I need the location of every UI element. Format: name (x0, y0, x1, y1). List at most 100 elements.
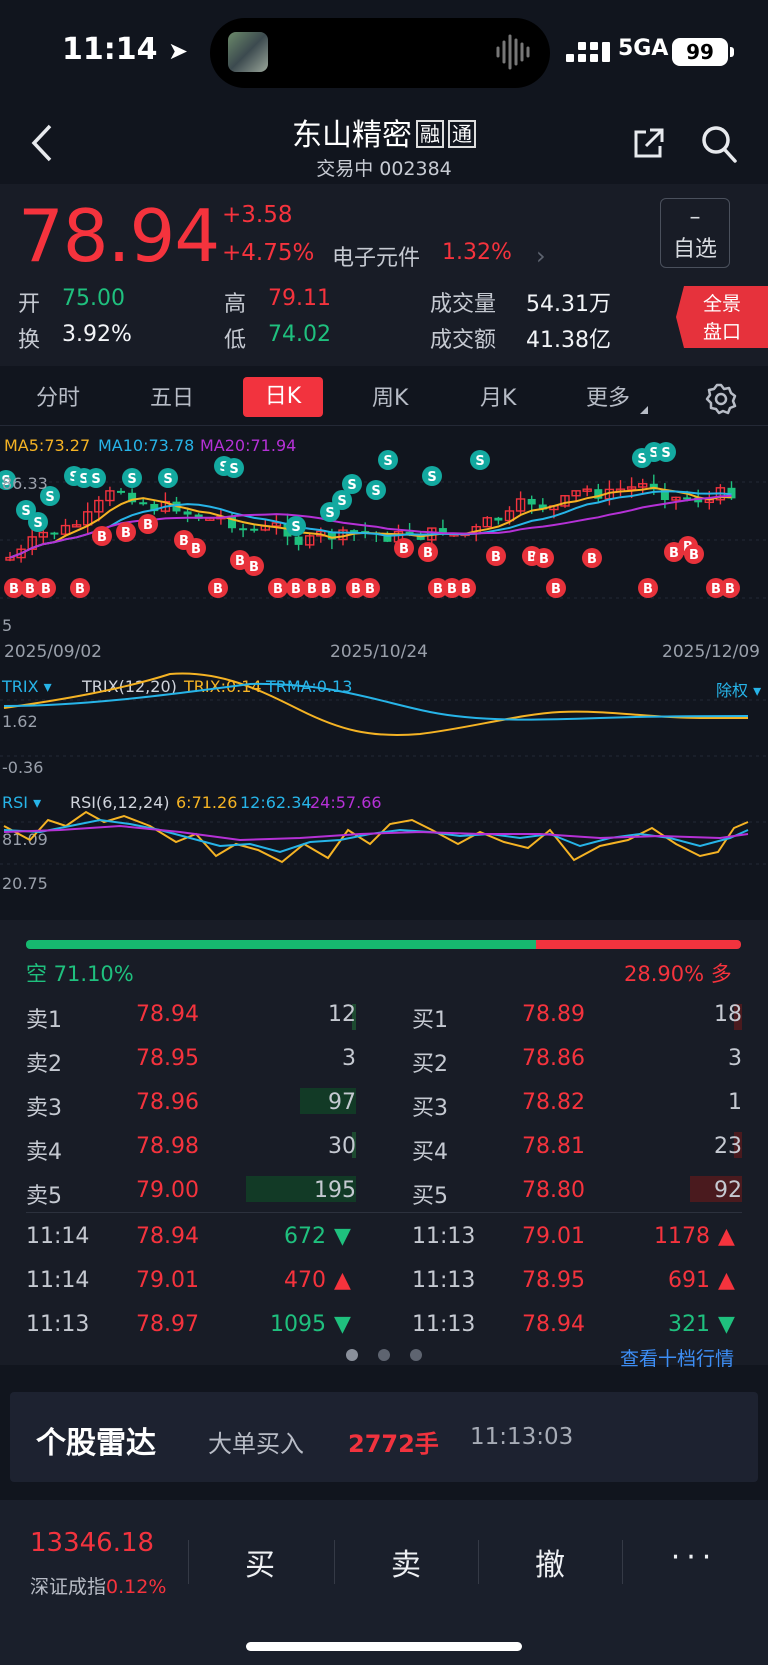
share-icon[interactable] (630, 126, 666, 162)
buy-button[interactable]: 买 (245, 1548, 275, 1583)
low-label: 低 (224, 328, 247, 353)
trix-chart[interactable] (0, 670, 768, 780)
svg-text:S: S (33, 516, 42, 531)
sell-level-price[interactable]: 78.95 (136, 1046, 199, 1071)
sector-change-pct[interactable]: 1.32% (442, 240, 512, 265)
chevron-right-icon[interactable]: › (536, 242, 546, 270)
buy-level-price[interactable]: 78.82 (522, 1090, 585, 1115)
sell-level-price[interactable]: 79.00 (136, 1178, 199, 1203)
buy-level-price[interactable]: 78.86 (522, 1046, 585, 1071)
candle (228, 516, 236, 529)
svg-text:B: B (75, 582, 85, 597)
svg-text:S: S (291, 520, 300, 535)
settings-gear-icon[interactable] (704, 382, 738, 416)
sell-signal-marker: S (286, 516, 306, 536)
arrow-down-icon: ▼ (718, 1312, 735, 1337)
tick-price: 78.95 (522, 1268, 585, 1293)
svg-text:S: S (45, 490, 54, 505)
trix-line (3, 672, 748, 736)
svg-text:B: B (491, 550, 501, 565)
sell-signal-marker: S (122, 468, 142, 488)
sector-name[interactable]: 电子元件 (332, 246, 421, 271)
buy-signal-marker: B (302, 578, 322, 598)
price-change-pct: +4.75% (222, 240, 315, 266)
sell-signal-marker: S (470, 450, 490, 470)
toolbar-divider (334, 1540, 335, 1584)
buy-signal-marker: B (92, 526, 112, 546)
tick-price: 79.01 (136, 1268, 199, 1293)
tab-weekly-k[interactable]: 周K (372, 386, 409, 411)
arrow-down-icon: ▼ (334, 1312, 351, 1337)
sell-signal-marker: S (28, 512, 48, 532)
svg-text:B: B (291, 582, 301, 597)
add-watchlist-button[interactable]: – 自选 (660, 198, 730, 268)
buy-level-price[interactable]: 78.89 (522, 1002, 585, 1027)
open-value: 75.00 (62, 286, 125, 311)
more-menu-button[interactable]: ··· (670, 1540, 718, 1575)
view-ten-levels-link[interactable]: 查看十档行情 (620, 1348, 735, 1370)
buy-level-price[interactable]: 78.81 (522, 1134, 585, 1159)
back-arrow-icon[interactable] (28, 120, 60, 166)
buy-signal-marker: B (706, 578, 726, 598)
svg-text:B: B (725, 582, 735, 597)
tab-five-day[interactable]: 五日 (150, 386, 195, 411)
sell-level-volume: 3 (342, 1046, 356, 1071)
svg-text:S: S (325, 506, 334, 521)
buy-signal-marker: B (20, 578, 40, 598)
tick-volume: 470 (284, 1268, 326, 1293)
page-dot[interactable] (410, 1349, 422, 1361)
sell-level-price[interactable]: 78.96 (136, 1090, 199, 1115)
search-icon[interactable] (700, 124, 738, 164)
index-value[interactable]: 13346.18 (30, 1528, 155, 1558)
svg-text:S: S (383, 454, 392, 469)
rsi12-line (3, 818, 749, 854)
page-dot-active[interactable] (346, 1349, 358, 1361)
sell-level-price[interactable]: 78.94 (136, 1002, 199, 1027)
candle (660, 489, 669, 501)
svg-text:S: S (347, 478, 356, 493)
candle (594, 489, 603, 499)
sell-button[interactable]: 卖 (391, 1548, 421, 1583)
tab-daily-k[interactable]: 日K (243, 377, 323, 417)
index-name[interactable]: 深证成指0.12% (30, 1576, 167, 1598)
stock-name: 东山精密 (292, 118, 412, 153)
candle (38, 531, 48, 538)
sell-signal-marker: S (40, 486, 60, 506)
buy-signal-marker: B (4, 578, 24, 598)
sell-level-label: 卖2 (26, 1052, 62, 1077)
stock-radar-card[interactable] (10, 1392, 758, 1482)
buy5-volume-bar (690, 1176, 742, 1202)
buy-signal-marker: B (70, 578, 90, 598)
rsi-indicator-select[interactable]: RSI ▾ (2, 793, 42, 812)
home-indicator (246, 1642, 522, 1651)
tick-price: 79.01 (522, 1224, 585, 1249)
sell-signal-marker: S (378, 450, 398, 470)
buy-signal-marker: B (268, 578, 288, 598)
ma20-legend: MA20:71.94 (200, 436, 297, 455)
sell-level-price[interactable]: 78.98 (136, 1134, 199, 1159)
short-ratio-bar (26, 940, 536, 949)
rsi-params: RSI(6,12,24) (70, 793, 170, 812)
tab-monthly-k[interactable]: 月K (480, 386, 517, 411)
buy-signal-marker: B (286, 578, 306, 598)
panorama-button[interactable]: 全景 盘口 (676, 286, 768, 348)
radar-title: 个股雷达 (36, 1426, 156, 1461)
stock-title: 东山精密融通 (0, 110, 768, 154)
buy-level-price[interactable]: 78.80 (522, 1178, 585, 1203)
tab-more[interactable]: 更多 (586, 386, 631, 411)
adjust-rights-select[interactable]: 除权 ▾ (716, 681, 762, 700)
rsi-chart[interactable] (0, 786, 768, 904)
tab-intraday[interactable]: 分时 (36, 386, 81, 411)
svg-text:S: S (337, 494, 346, 509)
candle (150, 503, 159, 512)
svg-text:B: B (307, 582, 317, 597)
trix-indicator-select[interactable]: TRIX ▾ (2, 677, 52, 696)
svg-text:S: S (127, 472, 136, 487)
svg-text:B: B (643, 582, 653, 597)
toolbar-divider (188, 1540, 189, 1584)
candle (582, 488, 592, 492)
page-dot[interactable] (378, 1349, 390, 1361)
cancel-order-button[interactable]: 撤 (535, 1548, 565, 1583)
turnover-value: 3.92% (62, 322, 132, 347)
